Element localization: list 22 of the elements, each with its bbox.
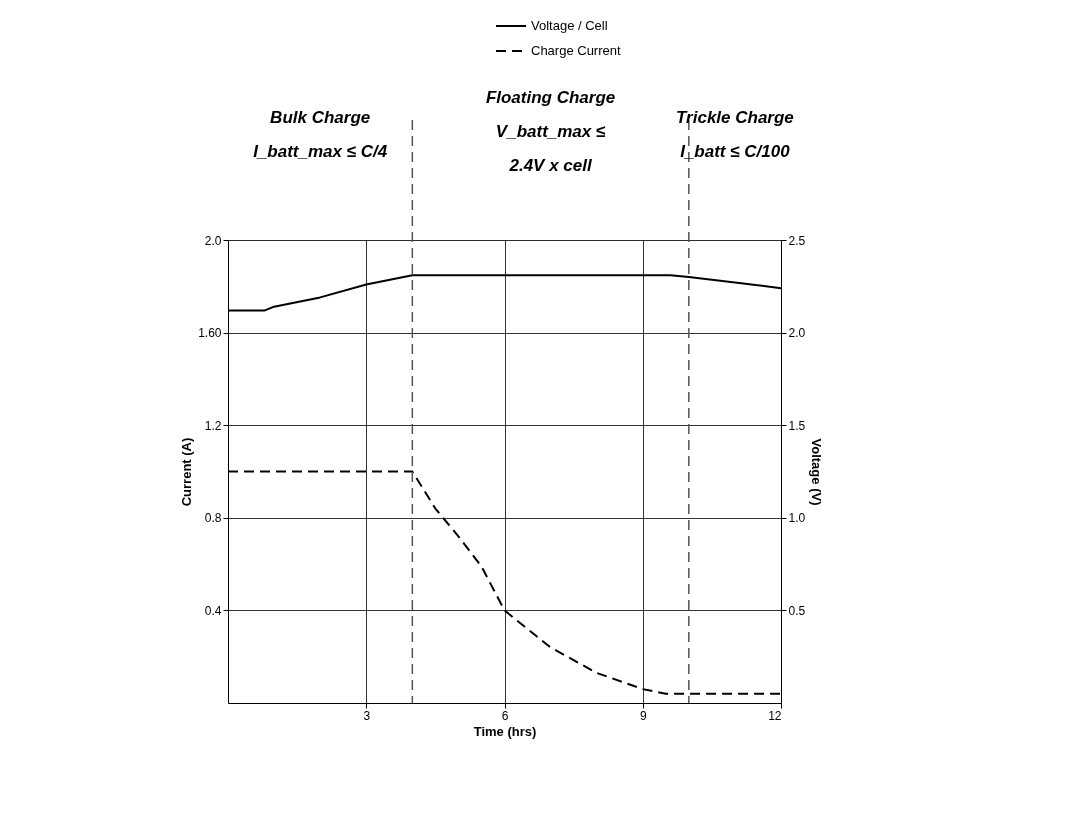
y2-tick-label: 2.5 xyxy=(788,233,806,248)
y2-axis-title: Voltage (V) xyxy=(809,438,825,506)
y-tick-label: 0.4 xyxy=(204,603,222,618)
text: Trickle Charge I_batt ≤ C/100 xyxy=(676,108,794,161)
y2-tick-label: 1.0 xyxy=(788,511,806,526)
y2-tick-label: 0.5 xyxy=(788,603,806,618)
text: Bulk Charge I_batt_max ≤ C/4 xyxy=(253,108,388,161)
y-tick-label: 1.2 xyxy=(204,418,222,433)
text: Floating Charge V_batt_max ≤ 2.4V x cell xyxy=(485,88,616,175)
legend-label: Voltage / Cell xyxy=(531,18,608,33)
x-tick-label: 9 xyxy=(639,708,647,723)
x-tick-label: 12 xyxy=(768,708,782,723)
y-tick-label: 0.8 xyxy=(204,511,222,526)
y-axis-title: Current (A) xyxy=(179,437,195,507)
y-tick-label: 2.0 xyxy=(204,233,222,248)
x-axis-title: Time (hrs) xyxy=(473,723,537,739)
legend-label: Charge Current xyxy=(531,43,621,58)
y2-tick-label: 2.0 xyxy=(788,326,806,341)
y-tick-label: 1.60 xyxy=(198,326,222,341)
x-tick-label: 6 xyxy=(501,708,509,723)
y2-tick-label: 1.5 xyxy=(788,418,806,433)
x-tick-label: 3 xyxy=(363,708,371,723)
